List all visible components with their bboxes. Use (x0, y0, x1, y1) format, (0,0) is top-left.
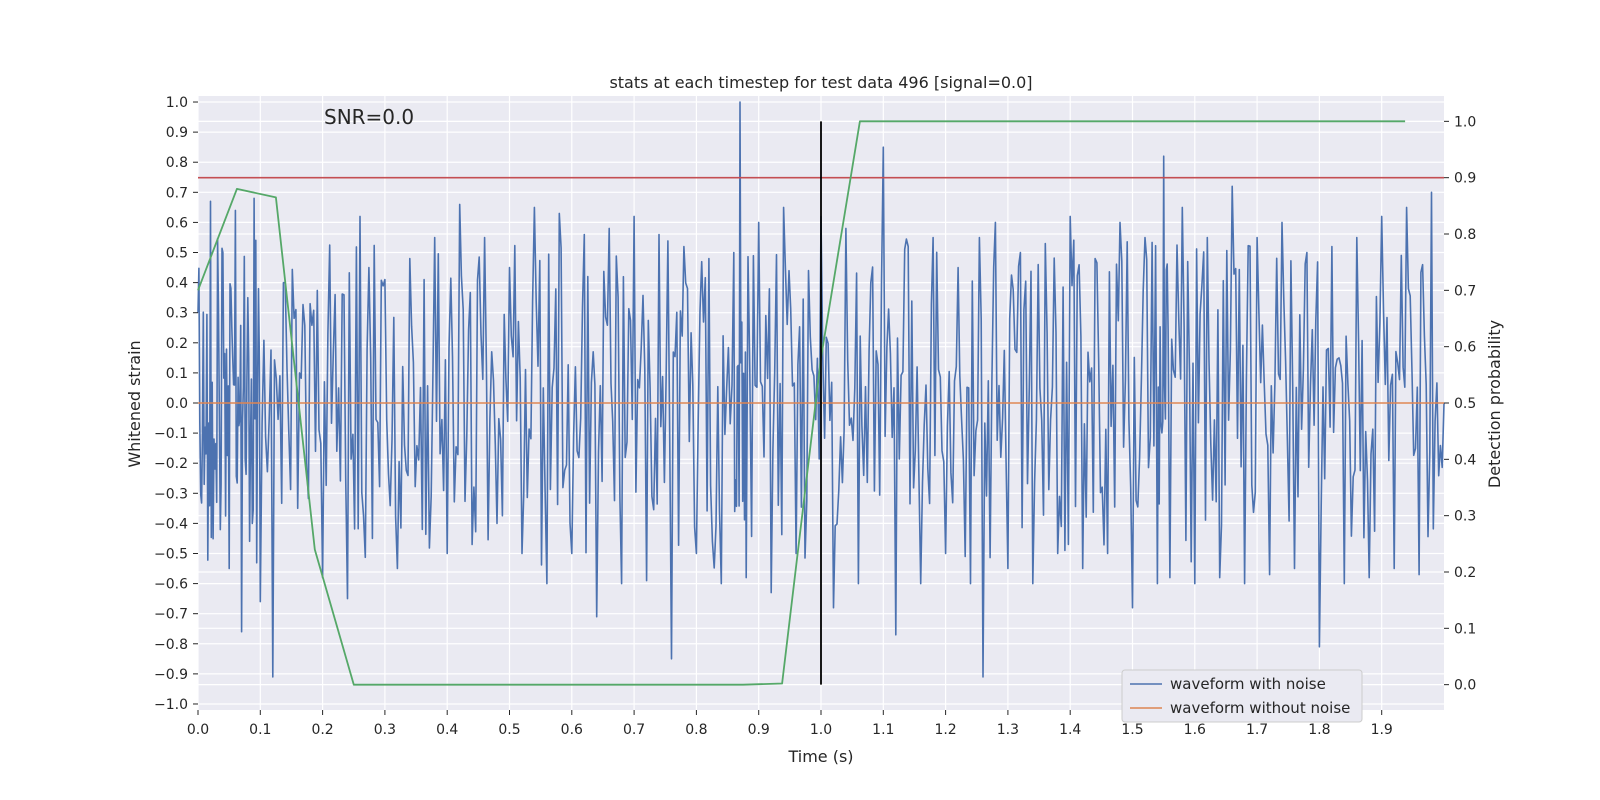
y-tick-label: 0.1 (166, 366, 188, 382)
snr-annotation: SNR=0.0 (324, 105, 414, 129)
y2-tick-label: 0.4 (1454, 452, 1476, 468)
y-tick-label: 0.5 (166, 246, 188, 262)
y2-tick-label: 1.0 (1454, 114, 1476, 130)
x-tick-label: 1.5 (1121, 722, 1143, 738)
x-tick-label: 1.4 (1059, 722, 1081, 738)
chart-title: stats at each timestep for test data 496… (609, 73, 1032, 92)
x-tick-label: 0.2 (311, 722, 333, 738)
y-tick-label: 0.6 (166, 215, 188, 231)
y2-tick-label: 0.9 (1454, 171, 1476, 187)
legend: waveform with noise waveform without noi… (1121, 669, 1363, 723)
y2-axis-label: Detection probability (1485, 320, 1504, 488)
x-tick-label: 0.8 (685, 722, 707, 738)
y-tick-label: −0.6 (154, 577, 188, 593)
x-tick-label: 0.9 (748, 722, 770, 738)
y2-tick-label: 0.3 (1454, 509, 1476, 525)
y-tick-label: −0.2 (154, 456, 188, 472)
x-tick-label: 0.6 (561, 722, 583, 738)
x-tick-label: 0.4 (436, 722, 458, 738)
y-tick-label: −0.8 (154, 637, 188, 653)
y2-tick-label: 0.5 (1454, 396, 1476, 412)
x-tick-label: 1.1 (872, 722, 894, 738)
y2-tick-label: 0.1 (1454, 621, 1476, 637)
legend-label-noise: waveform with noise (1170, 675, 1326, 693)
x-tick-label: 0.0 (187, 722, 209, 738)
x-tick-label: 1.9 (1371, 722, 1393, 738)
y-tick-label: 0.7 (166, 185, 188, 201)
x-tick-label: 0.3 (374, 722, 396, 738)
x-tick-label: 0.5 (498, 722, 520, 738)
x-tick-label: 0.1 (249, 722, 271, 738)
series-waveform-with-noise (197, 101, 1445, 678)
x-axis-label: Time (s) (787, 747, 853, 766)
y-tick-label: 0.8 (166, 155, 188, 171)
y-axis-label: Whitened strain (125, 340, 144, 467)
y-tick-label: −0.3 (154, 486, 188, 502)
y-tick-label: 0.0 (166, 396, 188, 412)
y2-tick-label: 0.2 (1454, 565, 1476, 581)
series-detection-probability (197, 120, 1406, 686)
y-tick-label: −0.9 (154, 667, 188, 683)
y-tick-label: 0.2 (166, 336, 188, 352)
x-tick-label: 1.2 (934, 722, 956, 738)
y2-tick-label: 0.7 (1454, 283, 1476, 299)
y-tick-label: −1.0 (154, 697, 188, 713)
series-layer (197, 101, 1445, 686)
x-tick-label: 1.8 (1308, 722, 1330, 738)
x-tick-label: 1.6 (1184, 722, 1206, 738)
x-tick-label: 1.7 (1246, 722, 1268, 738)
x-tick-label: 0.7 (623, 722, 645, 738)
y2-tick-label: 0.6 (1454, 340, 1476, 356)
y-tick-label: 0.3 (166, 306, 188, 322)
y-tick-label: 0.9 (166, 125, 188, 141)
y-tick-label: −0.7 (154, 607, 188, 623)
y-tick-label: −0.5 (154, 546, 188, 562)
y2-tick-label: 0.0 (1454, 678, 1476, 694)
x-tick-label: 1.3 (997, 722, 1019, 738)
y2-tick-label: 0.8 (1454, 227, 1476, 243)
legend-box (1121, 669, 1363, 723)
y-tick-label: 0.4 (166, 276, 188, 292)
y-tick-label: −0.4 (154, 516, 188, 532)
x-tick-label: 1.0 (810, 722, 832, 738)
y-tick-label: −0.1 (154, 426, 188, 442)
axis-layer: 0.0 0.1 0.2 0.3 0.4 0.5 0.6 0.7 0.8 0.9 1.0 1.1 1.2 1… (154, 95, 1476, 738)
legend-label-clean: waveform without noise (1170, 699, 1350, 717)
y-tick-label: 1.0 (166, 95, 188, 111)
